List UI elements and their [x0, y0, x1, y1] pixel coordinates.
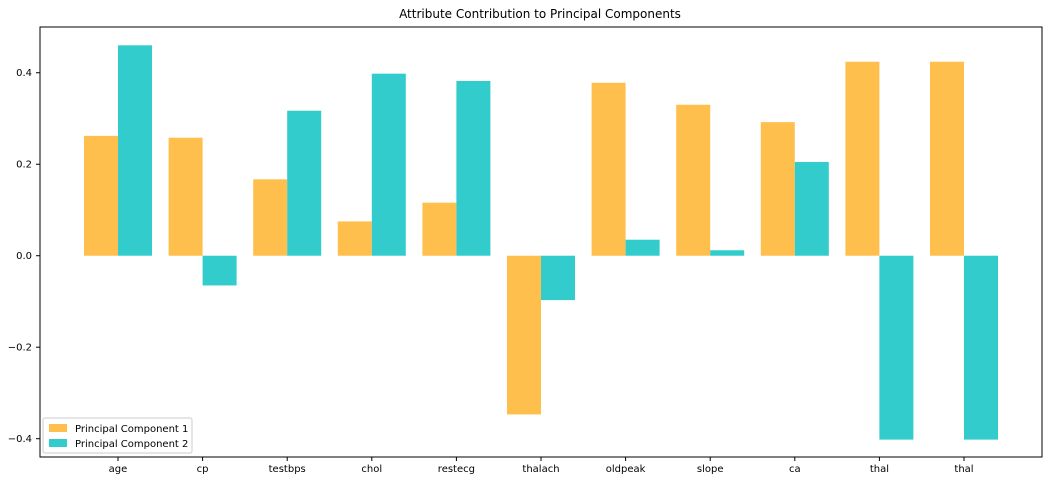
bar-pc2-thal: [879, 255, 914, 440]
legend-label-pc1: Principal Component 1: [75, 424, 188, 435]
x-tick-label-ca: ca: [789, 464, 801, 475]
y-tick-label: 0.4: [16, 68, 32, 79]
x-tick-label-age: age: [109, 464, 128, 475]
bar-pc2-thalach: [541, 255, 575, 301]
y-tick-label: −0.2: [8, 343, 32, 354]
x-tick-label-thal: thal: [954, 464, 973, 475]
bar-pc2-restecg: [456, 80, 491, 256]
x-tick-label-cp: cp: [197, 464, 209, 475]
bar-pc1-age: [84, 135, 118, 256]
x-tick-label-testbps: testbps: [269, 464, 306, 475]
bar-pc1-testbps: [253, 179, 288, 256]
bar-pc1-ca: [760, 122, 795, 256]
legend-swatch-pc2: [49, 439, 67, 447]
bar-pc1-restecg: [422, 202, 457, 256]
x-axis: age cp testbps chol restecg thalach oldpeak slo…: [109, 457, 974, 475]
legend-swatch-pc1: [49, 424, 67, 432]
bar-pc1-oldpeak: [591, 82, 626, 256]
bar-pc1-thalach: [507, 255, 541, 415]
bar-pc1-thal: [845, 61, 880, 256]
bar-pc2-ca: [794, 161, 829, 256]
bar-pc2-age: [118, 45, 152, 256]
bar-pc1-chol: [337, 221, 372, 256]
legend-box: [42, 417, 193, 454]
y-tick-label: −0.4: [8, 434, 32, 445]
y-tick-label: 0.0: [16, 251, 32, 262]
bar-pc1-thal: [930, 61, 964, 256]
legend-label-pc2: Principal Component 2: [75, 439, 188, 450]
bar-pc1-cp: [168, 137, 203, 256]
x-tick-label-thal: thal: [870, 464, 889, 475]
x-tick-label-chol: chol: [361, 464, 382, 475]
bar-pc2-testbps: [287, 110, 322, 256]
bar-pc2-cp: [202, 255, 237, 286]
bar-pc2-thal: [964, 255, 998, 440]
y-axis: −0.4 −0.2 0.0 0.2 0.4: [8, 68, 40, 445]
bar-pc2-chol: [371, 73, 406, 256]
bar-pc2-oldpeak: [625, 239, 660, 256]
legend: Principal Component 1 Principal Component…: [42, 417, 193, 454]
x-tick-label-thalach: thalach: [522, 464, 559, 475]
y-tick-label: 0.2: [16, 160, 32, 171]
x-tick-label-slope: slope: [697, 464, 724, 475]
x-tick-label-oldpeak: oldpeak: [606, 464, 646, 475]
x-tick-label-restecg: restecg: [438, 464, 475, 475]
bar-pc2-slope: [710, 250, 745, 256]
bars-layer: [84, 45, 998, 440]
chart-title: Attribute Contribution to Principal Comp…: [399, 7, 681, 21]
bar-pc1-slope: [676, 104, 711, 256]
